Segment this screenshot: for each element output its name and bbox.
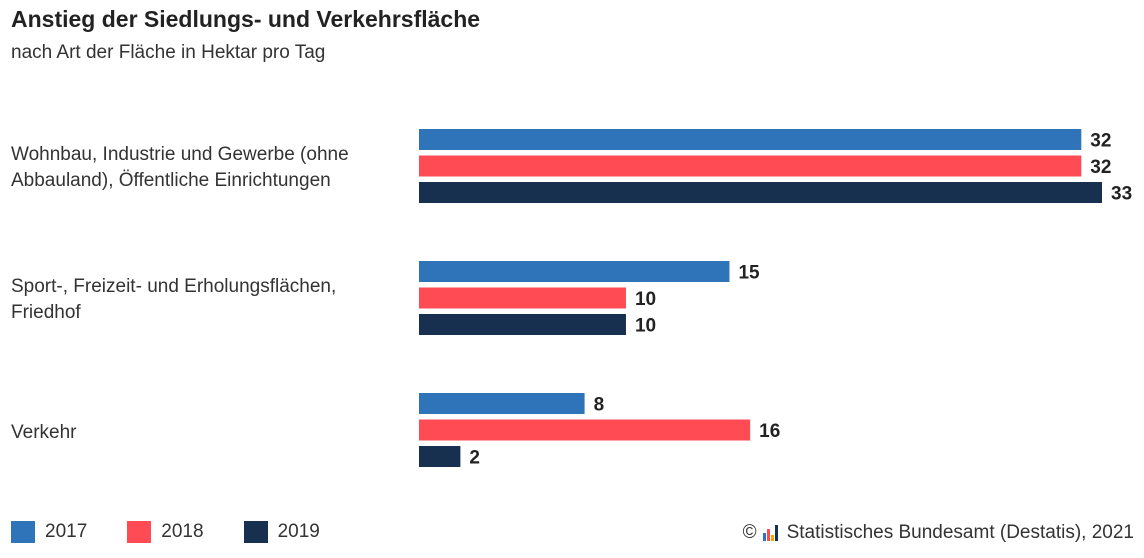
data-label-2017-cat1: 15 bbox=[738, 263, 760, 284]
legend-label-2018: 2018 bbox=[161, 521, 204, 542]
data-label-2017-cat0: 32 bbox=[1090, 131, 1111, 152]
bar-2017-cat2[interactable] bbox=[419, 393, 585, 414]
data-label-2018-cat0: 32 bbox=[1090, 157, 1111, 178]
legend-label-2019: 2019 bbox=[277, 521, 320, 542]
source-text: Statistisches Bundesamt (Destatis), 2021 bbox=[786, 522, 1134, 543]
source-credit: © Statistisches Bundesamt (Destatis), 20… bbox=[743, 522, 1134, 544]
data-label-2018-cat1: 10 bbox=[635, 289, 656, 310]
category-label-2: Verkehr bbox=[11, 422, 77, 443]
data-label-2019-cat0: 33 bbox=[1111, 184, 1132, 205]
legend-item-2019[interactable]: 2019 bbox=[243, 521, 320, 543]
legend-item-2017[interactable]: 2017 bbox=[11, 521, 87, 543]
data-label-2019-cat2: 2 bbox=[469, 448, 480, 469]
bar-2018-cat1[interactable] bbox=[419, 287, 626, 309]
data-label-2019-cat1: 10 bbox=[635, 316, 656, 337]
destatis-logo-icon bbox=[762, 525, 779, 541]
legend-item-2018[interactable]: 2018 bbox=[127, 521, 204, 543]
chart-title: Anstieg der Siedlungs- und Verkehrsfläch… bbox=[11, 6, 481, 32]
bar-2019-cat2[interactable] bbox=[419, 446, 461, 467]
bar-2018-cat0[interactable] bbox=[419, 155, 1082, 177]
copyright-symbol: © bbox=[742, 522, 757, 543]
legend: 2017 2018 2019 bbox=[11, 521, 360, 543]
data-label-2018-cat2: 16 bbox=[759, 421, 780, 442]
bar-2019-cat0[interactable] bbox=[419, 182, 1102, 203]
data-label-2017-cat2: 8 bbox=[594, 395, 605, 416]
legend-swatch-2018 bbox=[127, 521, 152, 543]
legend-label-2017: 2017 bbox=[45, 521, 88, 542]
bar-2018-cat2[interactable] bbox=[419, 419, 751, 441]
bar-2017-cat0[interactable] bbox=[419, 129, 1082, 150]
legend-swatch-2019 bbox=[243, 521, 268, 543]
legend-swatch-2017 bbox=[11, 521, 35, 543]
bar-2019-cat1[interactable] bbox=[419, 314, 626, 335]
bar-2017-cat1[interactable] bbox=[419, 261, 730, 282]
category-label-1: Sport-, Freizeit- und Erholungsflächen, … bbox=[11, 276, 337, 323]
chart-subtitle: nach Art der Fläche in Hektar pro Tag bbox=[11, 42, 326, 63]
category-label-0: Wohnbau, Industrie und Gewerbe (ohne Abb… bbox=[11, 144, 349, 191]
